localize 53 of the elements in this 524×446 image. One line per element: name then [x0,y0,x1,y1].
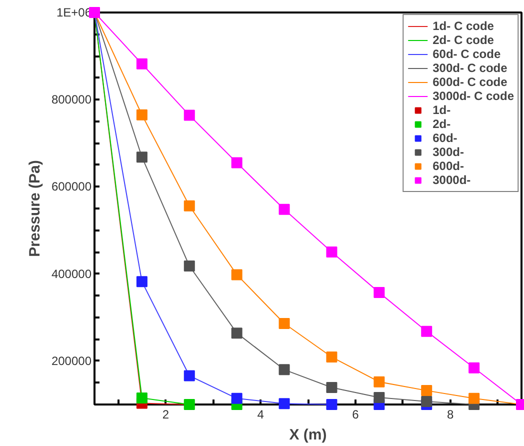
point [278,398,290,410]
point [231,157,242,168]
point [278,318,290,329]
legend-label: 1d- [432,103,452,117]
point [136,276,148,288]
x-tick-label: 6 [352,408,360,422]
point [374,287,385,298]
legend-label: 300d- [432,145,464,159]
point [136,58,148,70]
legend-label: 3000d- [432,173,471,187]
point [278,364,290,376]
legend-label: 1d- C code [432,19,494,33]
point [326,382,338,394]
y-axis-title: Pressure (Pa) [26,160,44,257]
y-tick-label: 600000 [51,180,92,194]
point [231,328,242,339]
x-tick-label: 2 [162,408,170,422]
point [421,326,432,337]
y-tick-label: 400000 [51,266,92,281]
point [136,392,148,404]
point [421,385,432,396]
x-tick-label: 4 [257,408,264,422]
point [231,269,242,280]
point [374,376,385,388]
y-tick-label: 200000 [51,354,92,368]
point [374,392,385,404]
point [184,370,195,382]
point [231,392,242,404]
legend-label: 600d- C code [432,75,508,89]
legend-label: 3000d- C code [432,89,514,103]
point [89,7,100,18]
point [468,362,480,374]
point [184,110,195,121]
y-tick-label: 800000 [51,92,92,107]
point [136,152,148,163]
point [421,396,432,407]
legend-label: 600d- [432,159,464,173]
point [468,392,480,404]
point [184,260,195,272]
x-tick-label: 8 [446,408,454,422]
legend-label: 60d- [432,131,458,145]
legend-label: 2d- [432,117,452,131]
legend-label: 60d- C code [432,47,501,61]
point [326,352,338,363]
x-axis-title: X (m) [289,426,327,444]
legend-label: 300d- C code [432,61,508,75]
point [326,399,338,410]
legend-label: 2d- C code [432,33,494,47]
point [278,204,290,215]
point [136,109,148,120]
point [184,399,195,410]
point [184,200,195,212]
point [326,246,338,258]
